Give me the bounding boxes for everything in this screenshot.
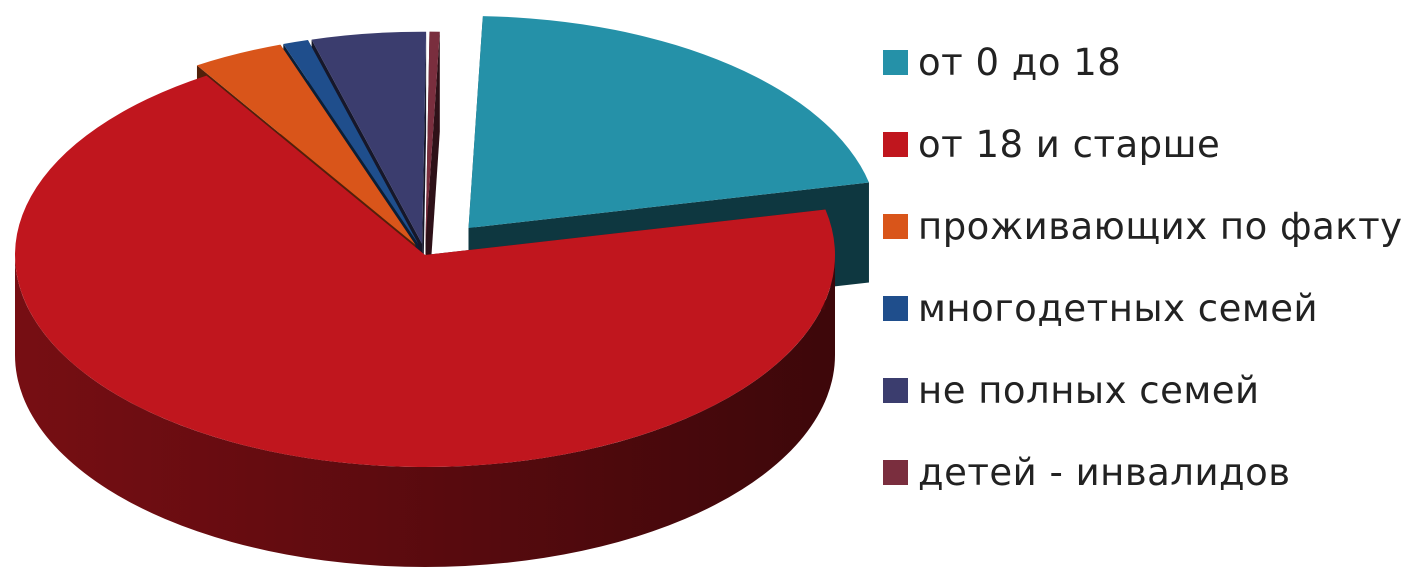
legend-item: от 0 до 18	[883, 40, 1403, 84]
legend-label: многодетных семей	[918, 286, 1319, 330]
pie-slice-4	[283, 39, 419, 245]
pie-slice-2	[14, 75, 835, 467]
pie-slice-3	[196, 44, 416, 245]
pie-plot-area	[14, 16, 869, 567]
legend-item: детей - инвалидов	[883, 450, 1403, 494]
legend-label: от 0 до 18	[918, 40, 1122, 84]
legend-swatch	[883, 131, 908, 157]
legend-label: не полных семей	[918, 368, 1260, 412]
legend-label: детей - инвалидов	[918, 450, 1291, 494]
legend-swatch	[883, 213, 908, 239]
pie-slice-5	[311, 31, 427, 244]
legend-swatch	[883, 49, 908, 75]
legend-swatch	[883, 459, 908, 485]
legend-item: проживающих по факту	[883, 204, 1403, 248]
chart-legend: от 0 до 18 от 18 и старше проживающих по…	[883, 40, 1403, 534]
pie-slice-1	[468, 16, 869, 228]
legend-label: от 18 и старше	[918, 122, 1221, 166]
pie-slice-6	[425, 31, 440, 244]
legend-item: от 18 и старше	[883, 122, 1403, 166]
legend-item: не полных семей	[883, 368, 1403, 412]
legend-item: многодетных семей	[883, 286, 1403, 330]
legend-swatch	[883, 377, 908, 403]
legend-swatch	[883, 295, 908, 321]
legend-label: проживающих по факту	[918, 204, 1403, 248]
